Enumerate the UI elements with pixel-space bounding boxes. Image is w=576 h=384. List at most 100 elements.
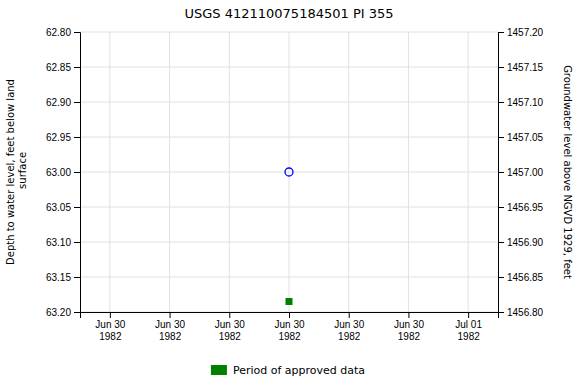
tick: 62.90 <box>46 97 80 108</box>
axis-line <box>499 33 505 313</box>
tick-label: Jun 301982 <box>394 319 424 342</box>
grid-line <box>229 32 230 312</box>
y2-axis: 1457.20 1457.15 1457.10 1457.05 1457.00 1456.… <box>498 27 544 318</box>
axis-line <box>81 313 499 319</box>
tick-label: Jul 011982 <box>455 319 482 342</box>
tick-mark <box>498 242 504 243</box>
tick-mark <box>74 137 80 138</box>
tick-mark <box>74 242 80 243</box>
tick: Jun 301982 <box>334 312 364 342</box>
tick-label: 63.20 <box>46 307 71 318</box>
tick-mark <box>74 207 80 208</box>
legend-swatch <box>211 365 227 375</box>
tick: 1457.20 <box>498 27 544 38</box>
tick: 1457.00 <box>498 167 544 178</box>
tick: Jul 011982 <box>455 312 482 342</box>
tick: 63.20 <box>46 307 80 318</box>
tick-mark <box>110 312 111 318</box>
grid-line <box>289 32 290 312</box>
tick-mark <box>498 32 504 33</box>
tick: 63.00 <box>46 167 80 178</box>
tick-mark <box>229 312 230 318</box>
tick: 63.15 <box>46 272 80 283</box>
tick-mark <box>74 102 80 103</box>
x-axis: Jun 301982 Jun 301982 Jun 301982 Jun 301982… <box>81 312 499 342</box>
tick-label: 62.95 <box>46 132 71 143</box>
tick: 63.10 <box>46 237 80 248</box>
tick-mark <box>498 207 504 208</box>
tick-mark <box>349 312 350 318</box>
legend-item: Period of approved data <box>211 364 365 377</box>
title: USGS 412110075184501 PI 355 <box>184 6 393 21</box>
grid <box>80 32 498 312</box>
tick-mark <box>74 277 80 278</box>
tick-label: 63.00 <box>46 167 71 178</box>
tick: Jun 301982 <box>155 312 185 342</box>
tick: 62.80 <box>46 27 80 38</box>
grid-line <box>468 32 469 312</box>
tick: Jun 301982 <box>394 312 424 342</box>
tick: 63.05 <box>46 202 80 213</box>
tick: 62.85 <box>46 62 80 73</box>
point <box>286 299 292 305</box>
tick: Jun 301982 <box>95 312 125 342</box>
axis-line <box>74 33 81 313</box>
tick-label: 1457.20 <box>507 27 544 38</box>
tick-mark <box>289 312 290 318</box>
tick-mark <box>170 312 171 318</box>
point <box>285 168 293 176</box>
grid-line <box>348 32 349 312</box>
tick: 1456.80 <box>498 307 544 318</box>
tick-mark <box>498 277 504 278</box>
tick-label: 1457.10 <box>507 97 544 108</box>
tick-label: 62.80 <box>46 27 71 38</box>
legend: Period of approved data <box>211 364 365 377</box>
tick: 1457.15 <box>498 62 544 73</box>
tick-label: Jun 301982 <box>215 319 245 342</box>
plot: Jun 301982 Jun 301982 Jun 301982 Jun 301982… <box>46 27 544 342</box>
grid-line <box>408 32 409 312</box>
tick-label: 1456.80 <box>507 307 544 318</box>
tick-label: 63.10 <box>46 237 71 248</box>
tick-label: 1457.00 <box>507 167 544 178</box>
marks <box>285 168 293 305</box>
tick-label: Jun 301982 <box>334 319 364 342</box>
tick: 1457.05 <box>498 132 544 143</box>
legend-label: Period of approved data <box>233 364 365 377</box>
chart: Jun 301982 Jun 301982 Jun 301982 Jun 301982… <box>0 0 576 384</box>
axis-title: Depth to water level, feet below land su… <box>5 79 28 265</box>
tick-mark <box>408 312 409 318</box>
tick-label: 62.85 <box>46 62 71 73</box>
tick-label: 1457.15 <box>507 62 544 73</box>
tick-mark <box>498 67 504 68</box>
tick-label: 1457.05 <box>507 132 544 143</box>
tick-label: 62.90 <box>46 97 71 108</box>
tick-label: Jun 301982 <box>95 319 125 342</box>
tick-mark <box>74 67 80 68</box>
tick-label: Jun 301982 <box>155 319 185 342</box>
tick: Jun 301982 <box>215 312 245 342</box>
tick-mark <box>498 102 504 103</box>
tick: 1456.85 <box>498 272 544 283</box>
tick: 62.95 <box>46 132 80 143</box>
tick: 1457.10 <box>498 97 544 108</box>
tick-label: 1456.90 <box>507 237 544 248</box>
tick: Jun 301982 <box>274 312 304 342</box>
tick-label: 1456.95 <box>507 202 544 213</box>
grid-line <box>109 32 110 312</box>
tick-label: 63.15 <box>46 272 71 283</box>
tick: 1456.90 <box>498 237 544 248</box>
tick-mark <box>498 312 504 313</box>
tick-mark <box>468 312 469 318</box>
tick-mark <box>74 32 80 33</box>
grid-line <box>169 32 170 312</box>
axis-title: Groundwater level above NGVD 1929, feet <box>562 65 573 279</box>
tick-label: Jun 301982 <box>274 319 304 342</box>
y-axis: 62.80 62.85 62.90 62.95 63.00 63.05 63.10 63.15… <box>46 27 81 318</box>
tick-mark <box>74 172 80 173</box>
tick-label: 63.05 <box>46 202 71 213</box>
tick-label: 1456.85 <box>507 272 544 283</box>
tick-mark <box>498 172 504 173</box>
tick-mark <box>498 137 504 138</box>
tick: 1456.95 <box>498 202 544 213</box>
